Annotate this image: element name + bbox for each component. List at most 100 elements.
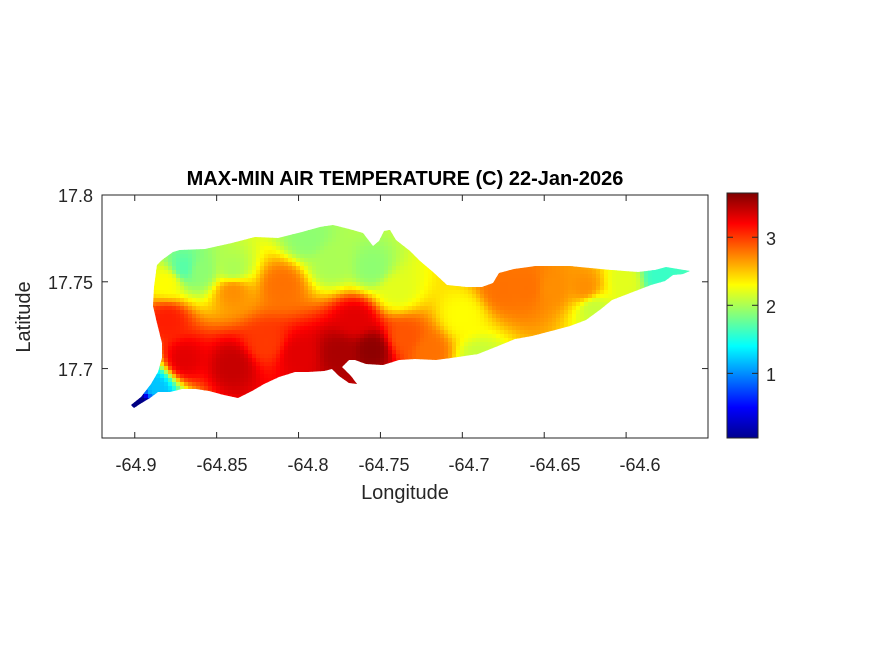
heat-cell: [376, 286, 381, 291]
heat-cell: [164, 362, 169, 367]
heat-cell: [332, 322, 337, 327]
heat-cell: [360, 358, 365, 363]
heat-cell: [268, 286, 273, 291]
heat-cell: [540, 266, 545, 271]
heat-cell: [216, 278, 221, 283]
heat-cell: [520, 274, 525, 279]
heat-cell: [152, 286, 157, 291]
heat-cell: [484, 314, 489, 319]
heat-cell: [288, 302, 293, 307]
heat-cell: [204, 322, 209, 327]
heat-cell: [240, 250, 245, 255]
heat-cell: [328, 354, 333, 359]
heat-cell: [272, 338, 277, 343]
heat-cell: [556, 326, 561, 331]
heat-cell: [204, 338, 209, 343]
heat-cell: [372, 294, 377, 299]
heat-cell: [400, 334, 405, 339]
heat-cell: [348, 294, 353, 299]
heat-cell: [404, 322, 409, 327]
heat-cell: [332, 338, 337, 343]
heat-cell: [172, 250, 177, 255]
heat-cell: [340, 310, 345, 315]
heat-cell: [352, 250, 357, 255]
heat-cell: [456, 318, 461, 323]
heat-cell: [240, 266, 245, 271]
heat-cell: [572, 278, 577, 283]
heat-cell: [576, 310, 581, 315]
heat-cell: [300, 350, 305, 355]
heat-cell: [568, 306, 573, 311]
heat-cell: [404, 294, 409, 299]
heat-cell: [420, 274, 425, 279]
heat-cell: [480, 290, 485, 295]
heat-cell: [624, 282, 629, 287]
heat-cell: [292, 294, 297, 299]
heat-cell: [468, 326, 473, 331]
heat-cell: [584, 290, 589, 295]
heat-cell: [248, 322, 253, 327]
heat-cell: [364, 262, 369, 267]
heat-cell: [300, 270, 305, 275]
heat-cell: [176, 326, 181, 331]
heat-cell: [568, 282, 573, 287]
heat-cell: [328, 234, 333, 239]
heat-cell: [288, 322, 293, 327]
heat-cell: [200, 266, 205, 271]
heat-cell: [588, 306, 593, 311]
heat-cell: [480, 338, 485, 343]
heat-cell: [248, 274, 253, 279]
heat-cell: [368, 314, 373, 319]
heat-cell: [364, 290, 369, 295]
heat-cell: [564, 306, 569, 311]
heat-cell: [264, 354, 269, 359]
heat-cell: [164, 330, 169, 335]
heat-cell: [356, 262, 361, 267]
heat-cell: [444, 342, 449, 347]
heat-cell: [296, 314, 301, 319]
heat-cell: [448, 294, 453, 299]
heat-cell: [356, 286, 361, 291]
heat-cell: [268, 322, 273, 327]
heat-cell: [452, 294, 457, 299]
heat-cell: [468, 318, 473, 323]
heat-cell: [384, 354, 389, 359]
heat-cell: [564, 270, 569, 275]
heat-cell: [296, 294, 301, 299]
heat-cell: [528, 278, 533, 283]
heat-cell: [396, 334, 401, 339]
heat-cell: [172, 330, 177, 335]
heat-cell: [396, 322, 401, 327]
heat-cell: [212, 254, 217, 259]
heat-cell: [252, 342, 257, 347]
heat-cell: [324, 226, 329, 231]
heat-cell: [400, 350, 405, 355]
heat-cell: [216, 358, 221, 363]
heat-cell: [592, 306, 597, 311]
heat-cell: [644, 274, 649, 279]
heat-cell: [436, 322, 441, 327]
heat-cell: [200, 310, 205, 315]
heat-cell: [556, 278, 561, 283]
heat-cell: [196, 298, 201, 303]
heat-cell: [412, 262, 417, 267]
heat-cell: [248, 254, 253, 259]
heat-cell: [408, 254, 413, 259]
heat-cell: [440, 306, 445, 311]
heat-cell: [200, 358, 205, 363]
heat-cell: [424, 306, 429, 311]
heat-cell: [320, 254, 325, 259]
heat-cell: [596, 282, 601, 287]
heat-cell: [508, 310, 513, 315]
heat-cell: [284, 354, 289, 359]
heat-cell: [180, 362, 185, 367]
heat-cell: [172, 270, 177, 275]
heat-cell: [264, 302, 269, 307]
heat-cell: [500, 298, 505, 303]
heat-cell: [572, 282, 577, 287]
heat-cell: [208, 346, 213, 351]
heat-cell: [168, 346, 173, 351]
heat-cell: [276, 266, 281, 271]
heat-cell: [184, 354, 189, 359]
heat-cell: [504, 330, 509, 335]
